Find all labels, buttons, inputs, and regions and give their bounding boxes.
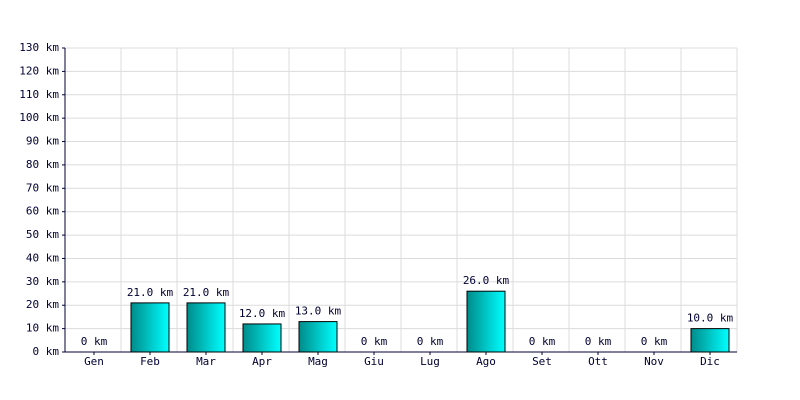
value-label: 12.0 km — [239, 307, 286, 320]
y-tick-label: 10 km — [26, 322, 59, 335]
x-tick-label: Giu — [364, 355, 384, 368]
x-tick-label: Mag — [308, 355, 328, 368]
y-tick-label: 0 km — [33, 345, 60, 358]
x-tick-label: Apr — [252, 355, 272, 368]
value-label: 0 km — [361, 335, 388, 348]
y-tick-label: 90 km — [26, 135, 59, 148]
y-tick-label: 80 km — [26, 158, 59, 171]
bar — [130, 302, 170, 353]
x-tick-label: Dic — [700, 355, 720, 368]
y-tick-label: 50 km — [26, 228, 59, 241]
x-tick-label: Ago — [476, 355, 496, 368]
x-tick-label: Nov — [644, 355, 664, 368]
value-label: 0 km — [81, 335, 108, 348]
value-label: 26.0 km — [463, 274, 510, 287]
value-label: 13.0 km — [295, 305, 342, 318]
value-label: 0 km — [529, 335, 556, 348]
x-tick-label: Feb — [140, 355, 160, 368]
y-tick-label: 110 km — [19, 88, 59, 101]
bar — [466, 290, 506, 353]
y-tick-label: 40 km — [26, 251, 59, 264]
x-tick-label: Mar — [196, 355, 216, 368]
bar — [298, 321, 338, 353]
x-tick-label: Gen — [84, 355, 104, 368]
y-tick-label: 130 km — [19, 41, 59, 54]
y-tick-label: 120 km — [19, 64, 59, 77]
x-tick-label: Set — [532, 355, 552, 368]
value-label: 0 km — [641, 335, 668, 348]
y-tick-label: 70 km — [26, 181, 59, 194]
bar — [186, 302, 226, 353]
y-tick-label: 20 km — [26, 298, 59, 311]
value-label: 10.0 km — [687, 312, 734, 325]
y-tick-label: 100 km — [19, 111, 59, 124]
x-tick-label: Lug — [420, 355, 440, 368]
value-label: 0 km — [417, 335, 444, 348]
bar — [690, 328, 730, 353]
x-tick-label: Ott — [588, 355, 608, 368]
bar — [242, 323, 282, 353]
y-tick-label: 30 km — [26, 275, 59, 288]
y-tick-label: 60 km — [26, 205, 59, 218]
value-label: 21.0 km — [127, 286, 174, 299]
value-label: 0 km — [585, 335, 612, 348]
value-label: 21.0 km — [183, 286, 230, 299]
